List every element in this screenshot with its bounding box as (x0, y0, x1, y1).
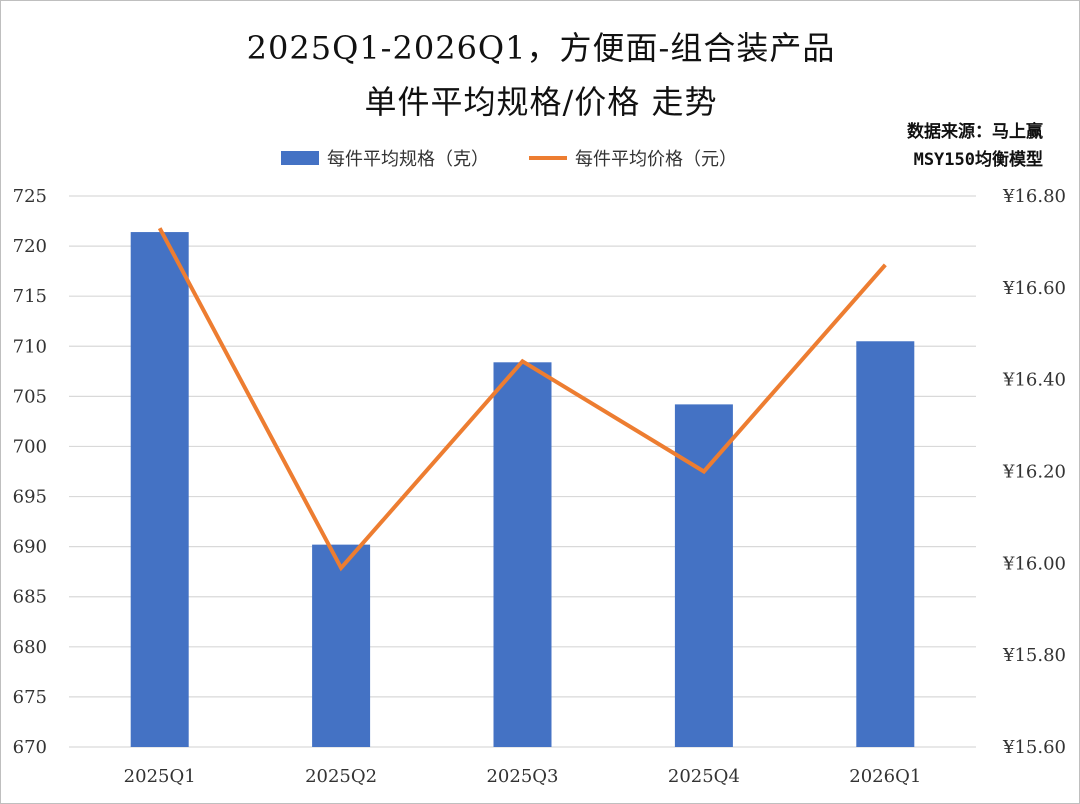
x-tick-label: 2025Q4 (668, 766, 740, 787)
y-left-tick-label: 670 (13, 737, 47, 758)
y-left-tick-label: 690 (13, 537, 47, 558)
y-left-tick-label: 680 (13, 637, 47, 658)
y-left-tick-label: 695 (13, 487, 47, 508)
bar-size (856, 341, 915, 747)
source-note-line1: 数据来源：马上赢 (907, 122, 1043, 142)
chart-legend: 每件平均规格（克） 每件平均价格（元） (281, 145, 777, 171)
x-tick-label: 2025Q2 (305, 766, 377, 787)
chart-title-line1: 2025Q1-2026Q1，方便面-组合装产品 (246, 29, 836, 67)
legend-item-size: 每件平均规格（克） (281, 145, 489, 171)
y-right-tick-label: ¥15.80 (1002, 645, 1066, 666)
y-right-tick-label: ¥15.60 (1002, 737, 1066, 758)
x-tick-label: 2025Q1 (124, 766, 196, 787)
y-left-tick-label: 725 (13, 186, 47, 207)
source-note-line2: MSY150均衡模型 (913, 150, 1043, 170)
bar-size (674, 404, 733, 747)
chart-title-line2: 单件平均规格/价格 走势 (364, 83, 718, 121)
y-left-tick-label: 720 (13, 236, 47, 257)
legend-item-price: 每件平均价格（元） (529, 145, 737, 171)
y-right-tick-label: ¥16.40 (1002, 370, 1066, 391)
bar-size (130, 232, 189, 748)
y-right-tick-label: ¥16.00 (1002, 553, 1066, 574)
y-right-tick-label: ¥16.80 (1002, 186, 1066, 207)
legend-label-size: 每件平均规格（克） (327, 149, 489, 170)
legend-label-price: 每件平均价格（元） (575, 149, 737, 170)
x-tick-label: 2025Q3 (486, 766, 558, 787)
bar-size (312, 544, 371, 747)
y-right-tick-label: ¥16.60 (1002, 278, 1066, 299)
y-left-tick-label: 705 (13, 386, 47, 407)
y-right-tick-label: ¥16.20 (1002, 462, 1066, 483)
legend-swatch-bar (281, 151, 319, 165)
y-left-tick-label: 710 (13, 336, 47, 357)
legend-swatch-line (529, 156, 567, 160)
y-left-tick-label: 700 (13, 436, 47, 457)
y-left-tick-label: 715 (13, 286, 47, 307)
bar-size (493, 362, 552, 747)
y-left-tick-label: 685 (13, 587, 47, 608)
y-left-tick-label: 675 (13, 687, 47, 708)
x-tick-label: 2026Q1 (849, 766, 921, 787)
